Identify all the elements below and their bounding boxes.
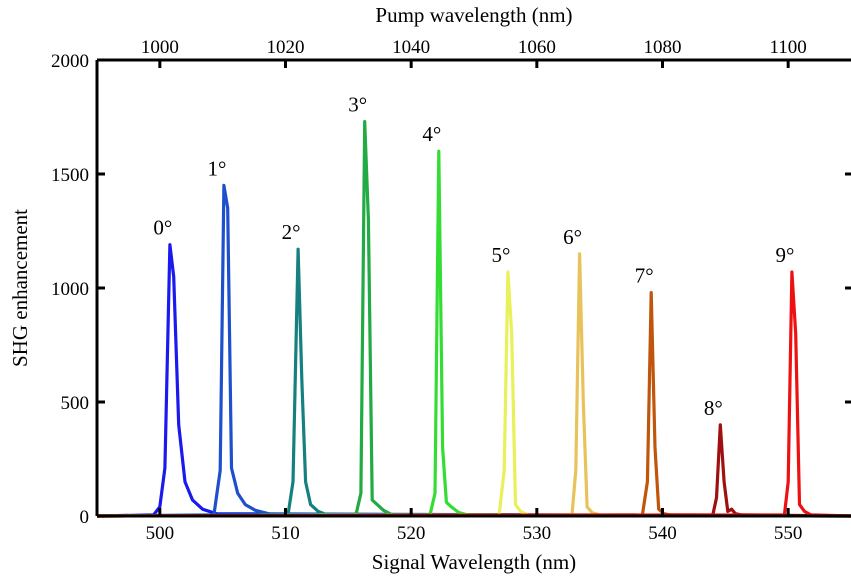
x2-tick-label-1060: 1060 — [518, 37, 556, 58]
y-tick-label-1500: 1500 — [51, 165, 89, 186]
peak-label-7: 7° — [635, 264, 654, 288]
series-line-9 — [96, 270, 851, 518]
x2-tick-label-1040: 1040 — [392, 37, 430, 58]
series-line-0 — [96, 243, 851, 518]
peak-label-2: 2° — [282, 220, 301, 244]
series-line-7 — [96, 291, 851, 518]
y-axis-title: SHG enhancement — [8, 209, 32, 367]
series-line-6 — [96, 252, 851, 518]
series-line-5 — [96, 270, 851, 518]
x2-tick-label-1080: 1080 — [644, 37, 682, 58]
series-line-2 — [96, 247, 851, 518]
peak-label-0: 0° — [153, 216, 172, 240]
x-tick-label-520: 520 — [397, 523, 426, 544]
peak-label-5: 5° — [491, 243, 510, 267]
peak-label-9: 9° — [775, 243, 794, 267]
x-tick-label-540: 540 — [648, 523, 677, 544]
peak-label-3: 3° — [348, 93, 367, 117]
y-tick-label-1000: 1000 — [51, 279, 89, 300]
bottom-x-axis-title: Signal Wavelength (nm) — [372, 550, 576, 574]
peak-label-1: 1° — [207, 156, 226, 180]
x-tick-label-530: 530 — [523, 523, 552, 544]
y-tick-label-2000: 2000 — [51, 51, 89, 72]
y-tick-label-0: 0 — [80, 507, 90, 528]
series-line-8 — [96, 423, 851, 518]
series-line-4 — [96, 149, 851, 518]
x-tick-label-500: 500 — [146, 523, 175, 544]
x-tick-label-510: 510 — [271, 523, 300, 544]
series-line-1 — [96, 183, 851, 518]
peak-label-8: 8° — [704, 396, 723, 420]
x2-tick-label-1000: 1000 — [141, 37, 179, 58]
y-tick-label-500: 500 — [61, 393, 90, 414]
x2-tick-label-1100: 1100 — [770, 37, 807, 58]
x-tick-label-550: 550 — [774, 523, 803, 544]
peak-label-4: 4° — [422, 122, 441, 146]
peak-label-6: 6° — [563, 225, 582, 249]
series-line-3 — [96, 119, 851, 518]
x2-tick-label-1020: 1020 — [267, 37, 305, 58]
top-x-axis-title: Pump wavelength (nm) — [375, 3, 572, 27]
